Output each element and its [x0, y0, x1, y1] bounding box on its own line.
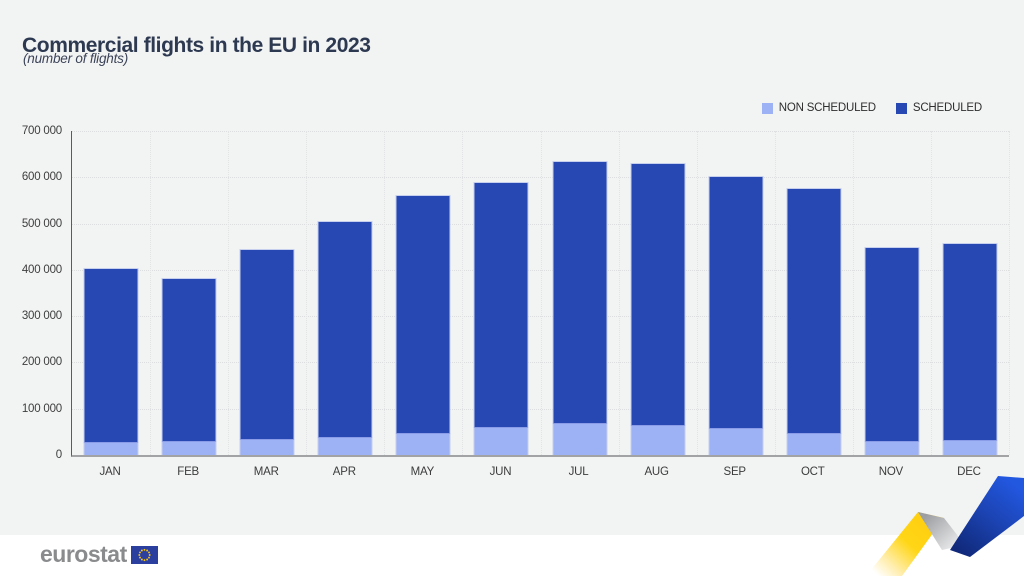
bar-dec-non-scheduled[interactable] [942, 439, 998, 455]
non-scheduled-swatch-icon [761, 102, 773, 114]
x-tick-label-may: MAY [410, 466, 435, 478]
plot-area [71, 131, 1010, 457]
gridline-vertical [852, 131, 854, 455]
legend: NON SCHEDULED SCHEDULED [761, 102, 982, 114]
bar-apr-non-scheduled[interactable] [317, 437, 373, 455]
bar-apr-scheduled[interactable] [317, 220, 373, 438]
bar-feb-scheduled[interactable] [161, 278, 217, 441]
bar-sep-scheduled[interactable] [708, 175, 764, 429]
eurostat-ribbon-graphic [866, 476, 1024, 576]
x-tick-label-jan: JAN [99, 466, 121, 478]
bar-jun-non-scheduled[interactable] [473, 426, 529, 455]
bar-slot-feb [150, 131, 228, 455]
bar-jan-scheduled[interactable] [83, 267, 139, 443]
bar-jun-scheduled[interactable] [473, 181, 529, 427]
bar-nov-non-scheduled[interactable] [864, 440, 920, 455]
bar-slot-jul [541, 131, 619, 455]
bar-jul-scheduled[interactable] [552, 160, 608, 423]
y-tick-label: 300 000 [21, 310, 62, 323]
bar-slot-jun [462, 131, 540, 455]
y-axis: 0 100 000 200 000 300 000 400 000 500 000 600 … [0, 125, 62, 461]
x-tick-label-feb: FEB [177, 466, 200, 478]
footer-strip [0, 535, 1024, 576]
bar-jul-non-scheduled[interactable] [552, 422, 608, 455]
y-tick-label: 400 000 [21, 263, 62, 276]
x-tick-label-dec: DEC [957, 466, 981, 478]
chart-subtitle: (number of flights) [23, 51, 128, 66]
legend-item-scheduled[interactable]: SCHEDULED [895, 102, 982, 114]
x-tick-label-jun: JUN [489, 466, 512, 478]
bar-slot-oct [775, 131, 853, 455]
gridline-vertical [540, 131, 542, 455]
bar-oct-non-scheduled[interactable] [786, 432, 842, 455]
bar-slot-may [384, 131, 462, 455]
bar-feb-non-scheduled[interactable] [161, 440, 217, 455]
bar-slot-apr [306, 131, 384, 455]
bar-aug-non-scheduled[interactable] [630, 425, 686, 455]
eurostat-logo[interactable]: eurostat [40, 543, 158, 566]
eu-flag-icon [130, 545, 158, 564]
x-tick-label-oct: OCT [800, 466, 825, 478]
x-tick-label-nov: NOV [878, 466, 904, 478]
y-tick-label: 500 000 [21, 217, 62, 230]
bar-slot-sep [697, 131, 775, 455]
x-tick-label-jul: JUL [568, 466, 589, 478]
gridline-vertical [228, 131, 230, 455]
gridline-vertical [774, 131, 776, 455]
bar-slot-jan [72, 131, 150, 455]
y-tick-label: 100 000 [21, 402, 62, 415]
x-tick-label-apr: APR [332, 466, 356, 478]
scheduled-swatch-icon [895, 102, 907, 114]
legend-label-non-scheduled: NON SCHEDULED [778, 102, 876, 114]
gridline-vertical [696, 131, 698, 455]
eurostat-wordmark: eurostat [40, 541, 127, 567]
gridline-vertical [384, 131, 386, 455]
x-tick-label-sep: SEP [723, 466, 746, 478]
bar-oct-scheduled[interactable] [786, 187, 842, 433]
gridline-vertical [930, 131, 932, 455]
y-tick-label: 0 [55, 449, 62, 461]
gridline-vertical [1009, 131, 1010, 455]
bar-slot-dec [931, 131, 1009, 455]
x-tick-label-aug: AUG [644, 466, 669, 478]
x-axis: JAN FEB MAR APR MAY JUN JUL AUG SEP OCT NOV DEC [71, 466, 1008, 482]
bar-may-non-scheduled[interactable] [395, 433, 451, 455]
x-tick-label-mar: MAR [253, 466, 279, 478]
bar-nov-scheduled[interactable] [864, 246, 920, 441]
bar-sep-non-scheduled[interactable] [708, 428, 764, 455]
gridline-vertical [306, 131, 308, 455]
bar-dec-scheduled[interactable] [942, 243, 998, 440]
y-tick-label: 200 000 [21, 356, 62, 369]
bar-slot-mar [228, 131, 306, 455]
chart-title: Commercial flights in the EU in 2023 [22, 34, 371, 58]
bar-may-scheduled[interactable] [395, 195, 451, 434]
legend-item-non-scheduled[interactable]: NON SCHEDULED [761, 102, 876, 114]
bar-slot-nov [853, 131, 931, 455]
y-tick-label: 600 000 [21, 171, 62, 184]
bar-aug-scheduled[interactable] [630, 162, 686, 426]
bar-mar-non-scheduled[interactable] [239, 438, 295, 455]
gridline-vertical [462, 131, 464, 455]
gridline-vertical [618, 131, 620, 455]
bar-mar-scheduled[interactable] [239, 248, 295, 439]
y-tick-label: 700 000 [21, 125, 62, 137]
legend-label-scheduled: SCHEDULED [912, 102, 982, 114]
gridline-vertical [150, 131, 152, 455]
bar-jan-non-scheduled[interactable] [83, 442, 139, 455]
bar-slot-aug [619, 131, 697, 455]
